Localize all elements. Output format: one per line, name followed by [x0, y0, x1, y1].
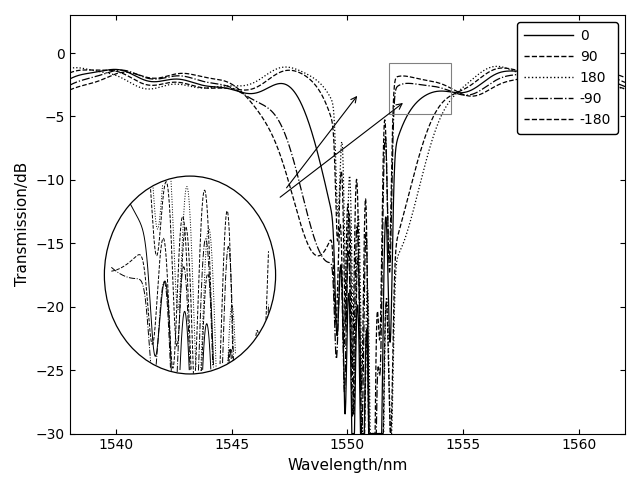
Y-axis label: Transmission/dB: Transmission/dB: [15, 162, 30, 286]
-180: [66, 87, 74, 93]
-90: [621, 80, 629, 85]
Line: 0: 0: [70, 69, 625, 433]
-90: [399, 81, 407, 87]
180: [621, 86, 629, 92]
Line: -180: -180: [70, 72, 625, 433]
-180: [523, 75, 531, 81]
Line: -90: -90: [70, 70, 625, 433]
-90: [117, 67, 125, 73]
180: [480, 67, 488, 73]
0: [111, 66, 118, 72]
Line: 90: 90: [70, 68, 625, 433]
0: [167, 77, 175, 82]
-180: [427, 78, 435, 84]
90: [278, 69, 285, 75]
90: [166, 80, 174, 85]
0: [523, 68, 531, 74]
Line: 180: 180: [70, 66, 625, 433]
-90: [278, 124, 286, 130]
0: [481, 79, 488, 84]
90: [499, 65, 506, 71]
Legend: 0, 90, 180, -90, -180: 0, 90, 180, -90, -180: [517, 22, 618, 134]
-180: [365, 430, 372, 436]
-90: [167, 74, 175, 80]
-180: [278, 157, 286, 163]
X-axis label: Wavelength/nm: Wavelength/nm: [287, 458, 408, 473]
-90: [481, 85, 488, 91]
90: [480, 72, 488, 78]
90: [66, 70, 74, 76]
-90: [523, 70, 531, 76]
0: [348, 430, 356, 436]
-180: [621, 75, 629, 81]
180: [166, 81, 174, 87]
0: [621, 83, 629, 89]
180: [278, 64, 285, 70]
180: [66, 65, 74, 71]
-90: [66, 82, 74, 88]
-180: [122, 69, 129, 75]
90: [427, 119, 435, 125]
180: [493, 63, 500, 69]
90: [523, 69, 531, 75]
-180: [399, 73, 407, 79]
180: [427, 141, 435, 147]
180: [523, 73, 531, 79]
0: [399, 122, 407, 127]
-90: [365, 430, 372, 436]
90: [358, 430, 365, 436]
90: [399, 214, 406, 220]
0: [278, 81, 286, 86]
0: [427, 90, 435, 96]
-180: [481, 90, 488, 96]
180: [358, 430, 366, 436]
-180: [167, 72, 175, 78]
0: [66, 76, 74, 82]
-90: [427, 83, 435, 89]
180: [399, 242, 406, 247]
Bar: [389, 63, 451, 114]
90: [621, 86, 629, 92]
